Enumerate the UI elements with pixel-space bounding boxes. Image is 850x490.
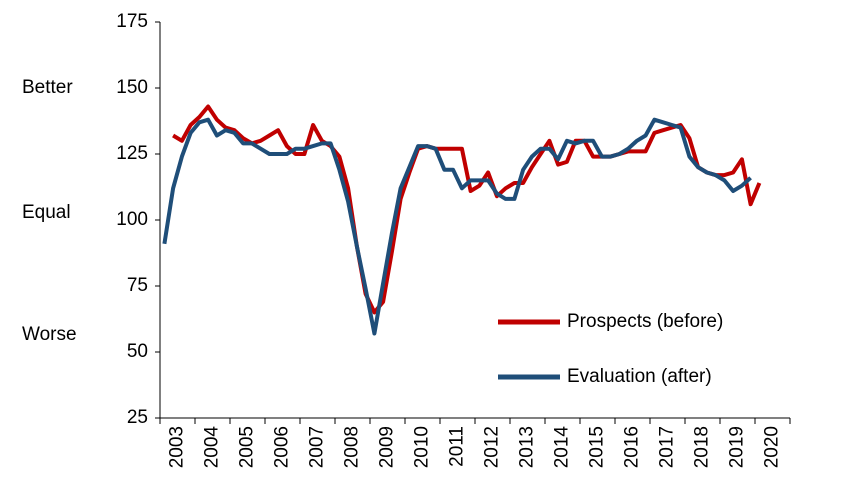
x-tick-label: 2006 bbox=[272, 426, 293, 468]
y-tick-label: 75 bbox=[127, 275, 148, 296]
x-tick-label: 2016 bbox=[622, 426, 643, 468]
y-tick-label: 150 bbox=[116, 77, 148, 98]
x-tick-label: 2008 bbox=[342, 426, 363, 468]
x-tick-label: 2007 bbox=[307, 426, 328, 468]
y-tick-label: 100 bbox=[116, 209, 148, 230]
x-tick-label: 2013 bbox=[517, 426, 538, 468]
x-tick-label: 2020 bbox=[762, 426, 783, 468]
y-tick-label: 125 bbox=[116, 143, 148, 164]
x-tick-label: 2005 bbox=[237, 426, 258, 468]
x-tick-label: 2014 bbox=[552, 426, 573, 469]
x-tick-label: 2015 bbox=[587, 426, 608, 468]
legend-label: Evaluation (after) bbox=[567, 366, 712, 387]
x-tick-label: 2017 bbox=[657, 426, 678, 468]
y-tick-label: 175 bbox=[116, 11, 148, 32]
x-tick-label: 2010 bbox=[412, 426, 433, 468]
y-tick-label: 25 bbox=[127, 407, 148, 428]
x-tick-label: 2009 bbox=[377, 426, 398, 468]
x-tick-label: 2019 bbox=[727, 426, 748, 468]
y-tick-label: 50 bbox=[127, 341, 148, 362]
series-line bbox=[172, 104, 762, 315]
x-tick-label: 2012 bbox=[482, 426, 503, 468]
x-tick-label: 2004 bbox=[202, 426, 223, 469]
x-tick-label: 2011 bbox=[447, 426, 468, 467]
annotation: Better bbox=[22, 77, 73, 98]
legend-label: Prospects (before) bbox=[567, 311, 723, 332]
annotation: Equal bbox=[22, 202, 71, 223]
x-tick-label: 2003 bbox=[167, 426, 188, 468]
series-line bbox=[162, 117, 752, 336]
x-tick-label: 2018 bbox=[692, 426, 713, 468]
annotation: Worse bbox=[22, 324, 77, 345]
